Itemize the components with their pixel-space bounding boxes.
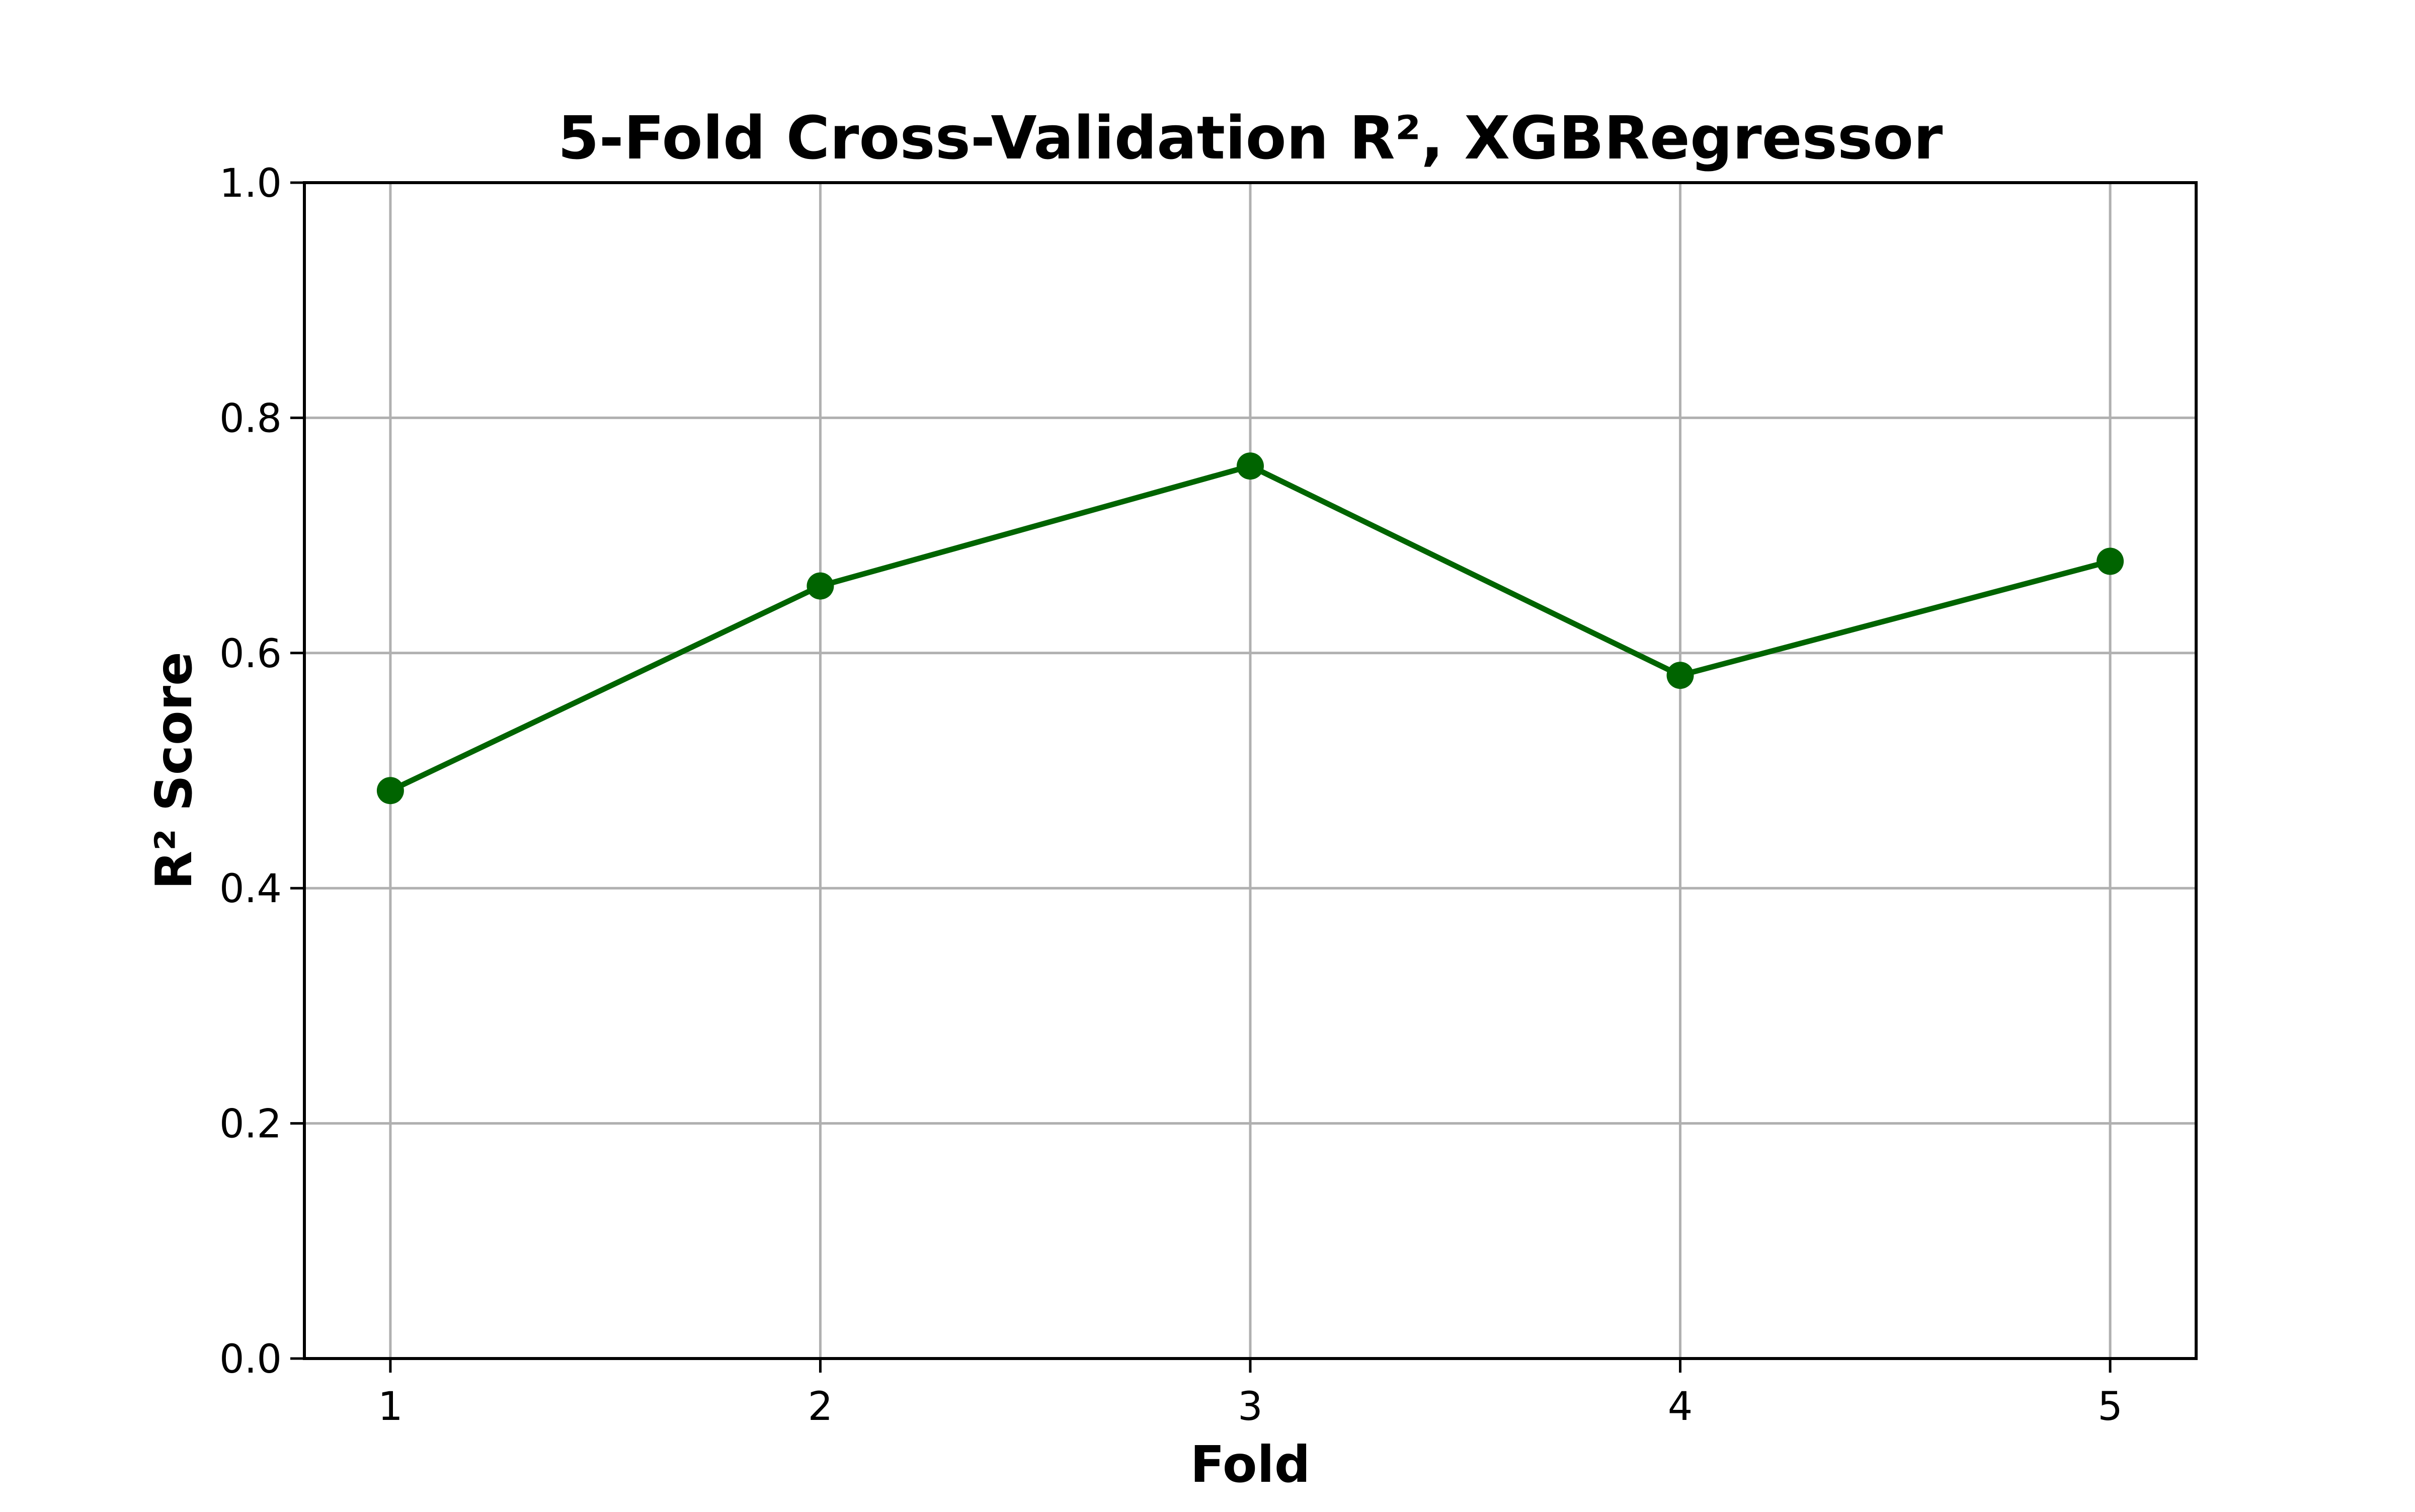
x-tick-label: 5 xyxy=(2098,1384,2123,1429)
x-tick-label: 3 xyxy=(1238,1384,1263,1429)
x-axis-label: Fold xyxy=(1190,1435,1311,1494)
data-point xyxy=(2097,547,2124,575)
y-tick-label: 0.4 xyxy=(219,866,282,912)
data-point xyxy=(376,777,404,805)
x-tick-label: 2 xyxy=(808,1384,833,1429)
x-tick-label: 4 xyxy=(1668,1384,1693,1429)
y-axis-label: R² Score xyxy=(144,652,203,890)
y-tick-label: 0.8 xyxy=(219,396,282,441)
data-point xyxy=(1237,452,1264,480)
y-tick-label: 1.0 xyxy=(219,161,282,206)
data-point xyxy=(1666,662,1694,689)
y-tick-label: 0.0 xyxy=(219,1337,282,1382)
tick-marks xyxy=(290,181,2112,1373)
chart-title: 5-Fold Cross-Validation R², XGBRegressor xyxy=(558,103,1943,173)
x-tick-label: 1 xyxy=(378,1384,403,1429)
data-point xyxy=(807,572,834,600)
y-tick-label: 0.2 xyxy=(219,1102,282,1147)
y-tick-label: 0.6 xyxy=(219,631,282,677)
tick-labels: 1 2 3 4 5 0.0 0.2 0.4 0.6 0.8 1.0 xyxy=(219,161,2123,1429)
series-layer xyxy=(376,452,2124,805)
